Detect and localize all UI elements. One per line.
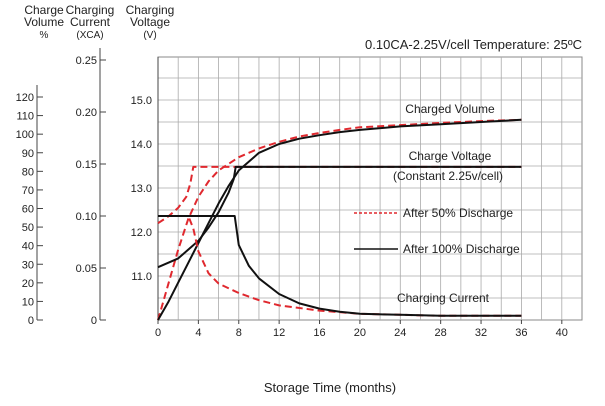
volume-tick-label: 80 [22,166,34,178]
series-charged-volume-100pct [157,118,522,321]
volume-tick-label: 120 [16,92,34,104]
series-charging-current-100pct [158,215,522,317]
legend-label: After 50% Discharge [403,206,513,220]
voltage-tick-label: 12.0 [131,227,152,239]
volume-axis-title-line: Volume [24,15,64,29]
x-tick-label: 12 [273,327,285,339]
x-axis-label: Storage Time (months) [264,380,396,395]
voltage-axis-title-line: Voltage [130,15,170,29]
curve-annotation: Charged Volume [405,102,495,116]
grid [157,56,583,321]
voltage-tick-label: 11.0 [131,271,152,283]
x-tick-label: 16 [313,327,325,339]
volume-tick-label: 90 [22,148,34,160]
volume-tick-label: 10 [22,296,34,308]
x-tick-label: 24 [394,327,406,339]
axes: 0 4 8 12 16 20 24 28 32 36 40 0 10 20 30 40 50 60 70 80 90 10… [16,3,568,339]
legend-label: After 100% Discharge [403,242,520,256]
volume-tick-label: 60 [22,204,34,216]
voltage-tick-label: 15.0 [131,95,152,107]
current-tick-label: 0.10 [76,211,97,223]
current-tick-label: 0.25 [76,55,97,67]
volume-tick-label: 50 [22,222,34,234]
x-tick-label: 40 [556,327,568,339]
x-tick-label: 32 [475,327,487,339]
volume-tick-label: 0 [28,315,34,327]
curve-annotation: Charging Current [397,291,490,305]
x-tick-label: 4 [195,327,201,339]
curve-annotation: (Constant 2.25v/cell) [393,169,503,183]
volume-axis-title-line: % [40,30,49,41]
current-tick-label: 0.20 [76,107,97,119]
x-tick-label: 20 [354,327,366,339]
volume-tick-label: 20 [22,278,34,290]
series-charge-voltage-100pct [157,165,522,269]
curve-annotation: Charge Voltage [409,149,492,163]
annotations: Charged Volume Charge Voltage (Constant 2.… [354,102,520,305]
x-tick-label: 36 [515,327,527,339]
voltage-tick-label: 14.0 [131,139,152,151]
current-tick-label: 0 [91,315,97,327]
plot-border [157,56,583,321]
series [157,118,522,321]
volume-tick-label: 100 [16,129,34,141]
volume-axis-title-line: Charge [24,3,64,17]
x-tick-label: 8 [236,327,242,339]
x-tick-label: 28 [435,327,447,339]
current-axis-title-line: Charging [66,3,115,17]
voltage-axis-title-line: (V) [143,30,156,41]
current-axis-title-line: Current [70,15,111,29]
x-tick-label: 0 [155,327,161,339]
volume-tick-label: 110 [16,111,34,123]
chart-title: 0.10CA-2.25V/cell Temperature: 25ºC [365,37,582,52]
current-tick-label: 0.15 [76,159,97,171]
volume-tick-label: 70 [22,185,34,197]
current-tick-label: 0.05 [76,263,97,275]
current-axis-title-line: (XCA) [76,30,103,41]
voltage-tick-label: 13.0 [131,183,152,195]
volume-tick-label: 30 [22,259,34,271]
voltage-axis-title-line: Charging [126,3,175,17]
series-charged-volume-50pct [157,118,522,321]
volume-tick-label: 40 [22,241,34,253]
